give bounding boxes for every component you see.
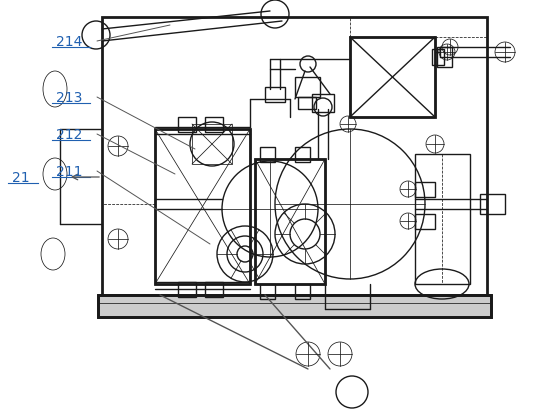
Bar xyxy=(255,160,325,284)
Bar xyxy=(437,48,452,68)
Bar xyxy=(205,282,223,297)
Bar xyxy=(102,18,487,295)
Bar xyxy=(260,284,275,299)
Text: 211: 211 xyxy=(56,164,82,179)
Bar xyxy=(350,38,435,118)
Bar xyxy=(155,130,250,284)
Text: 213: 213 xyxy=(56,91,82,105)
Bar xyxy=(295,148,310,163)
Text: 21: 21 xyxy=(12,171,30,184)
Bar xyxy=(205,118,223,133)
Bar xyxy=(415,182,435,198)
Bar xyxy=(480,195,505,214)
Bar xyxy=(192,125,232,164)
Bar xyxy=(178,282,196,297)
Bar xyxy=(98,295,491,317)
Bar xyxy=(98,295,491,317)
Bar xyxy=(295,78,320,98)
Bar xyxy=(255,160,325,284)
Bar xyxy=(260,148,275,163)
Bar xyxy=(255,160,325,284)
Bar xyxy=(295,284,310,299)
Bar xyxy=(265,88,285,103)
Bar xyxy=(298,98,316,110)
Text: 212: 212 xyxy=(56,128,82,142)
Bar xyxy=(415,155,470,284)
Bar xyxy=(312,95,334,113)
Bar xyxy=(155,130,250,284)
Text: 214: 214 xyxy=(56,35,82,49)
Bar xyxy=(350,38,435,118)
Bar xyxy=(415,214,435,229)
Bar xyxy=(178,118,196,133)
Bar xyxy=(155,130,250,284)
Bar xyxy=(432,50,444,66)
